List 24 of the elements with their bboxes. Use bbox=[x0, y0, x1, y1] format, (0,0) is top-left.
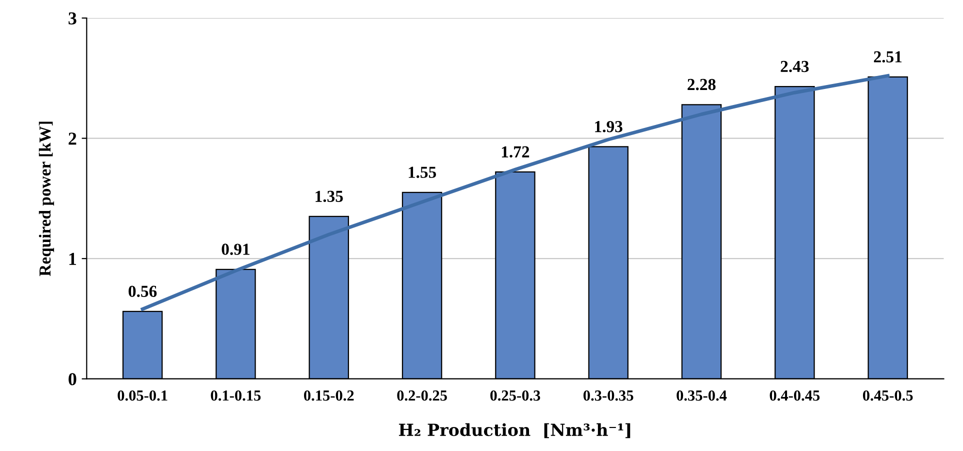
x-tick-label: 0.2-0.25 bbox=[397, 390, 447, 401]
data-label: 1.55 bbox=[408, 166, 436, 178]
x-tick-label: 0.45-0.5 bbox=[862, 390, 913, 401]
data-label: 1.72 bbox=[502, 146, 530, 158]
x-tick-label: 0.1-0.15 bbox=[210, 390, 261, 401]
data-label: 0.91 bbox=[222, 244, 250, 255]
data-label: 1.93 bbox=[595, 121, 622, 132]
y-tick-label: 1 bbox=[69, 252, 76, 265]
data-label: 2.51 bbox=[874, 51, 902, 63]
y-tick-label: 2 bbox=[68, 132, 76, 145]
data-label: 2.43 bbox=[780, 60, 809, 72]
x-tick-label: 0.15-0.2 bbox=[304, 390, 354, 401]
x-tick-label: 0.4-0.45 bbox=[770, 390, 820, 401]
x-tick-label: 0.3-0.35 bbox=[583, 390, 634, 401]
data-label: 0.56 bbox=[128, 286, 157, 298]
data-label: 1.35 bbox=[316, 190, 343, 202]
y-tick-label: 3 bbox=[68, 12, 76, 24]
data-label: 2.28 bbox=[688, 78, 716, 90]
y-axis-title: Required power [kW] bbox=[38, 122, 54, 276]
y-tick-label: 0 bbox=[68, 373, 76, 386]
x-tick-label: 0.25-0.3 bbox=[490, 390, 540, 401]
x-axis-title: H₂ Production [Nm³·h⁻¹] bbox=[398, 423, 630, 438]
x-tick-label: 0.05-0.1 bbox=[118, 390, 168, 401]
x-tick-label: 0.35-0.4 bbox=[676, 390, 727, 401]
